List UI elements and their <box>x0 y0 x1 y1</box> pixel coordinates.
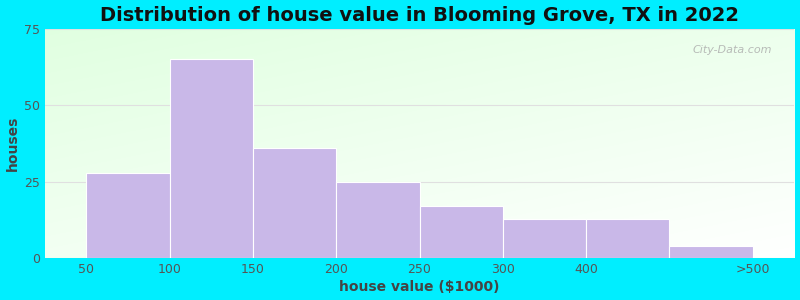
Bar <box>253 148 336 258</box>
Bar <box>586 219 670 258</box>
Bar <box>86 173 170 258</box>
Bar <box>670 246 753 258</box>
Bar <box>170 59 253 258</box>
Bar <box>503 219 586 258</box>
X-axis label: house value ($1000): house value ($1000) <box>339 280 500 294</box>
Text: City-Data.com: City-Data.com <box>693 45 772 55</box>
Y-axis label: houses: houses <box>6 116 19 171</box>
Title: Distribution of house value in Blooming Grove, TX in 2022: Distribution of house value in Blooming … <box>100 6 739 25</box>
Bar <box>419 206 503 258</box>
Bar <box>336 182 419 258</box>
